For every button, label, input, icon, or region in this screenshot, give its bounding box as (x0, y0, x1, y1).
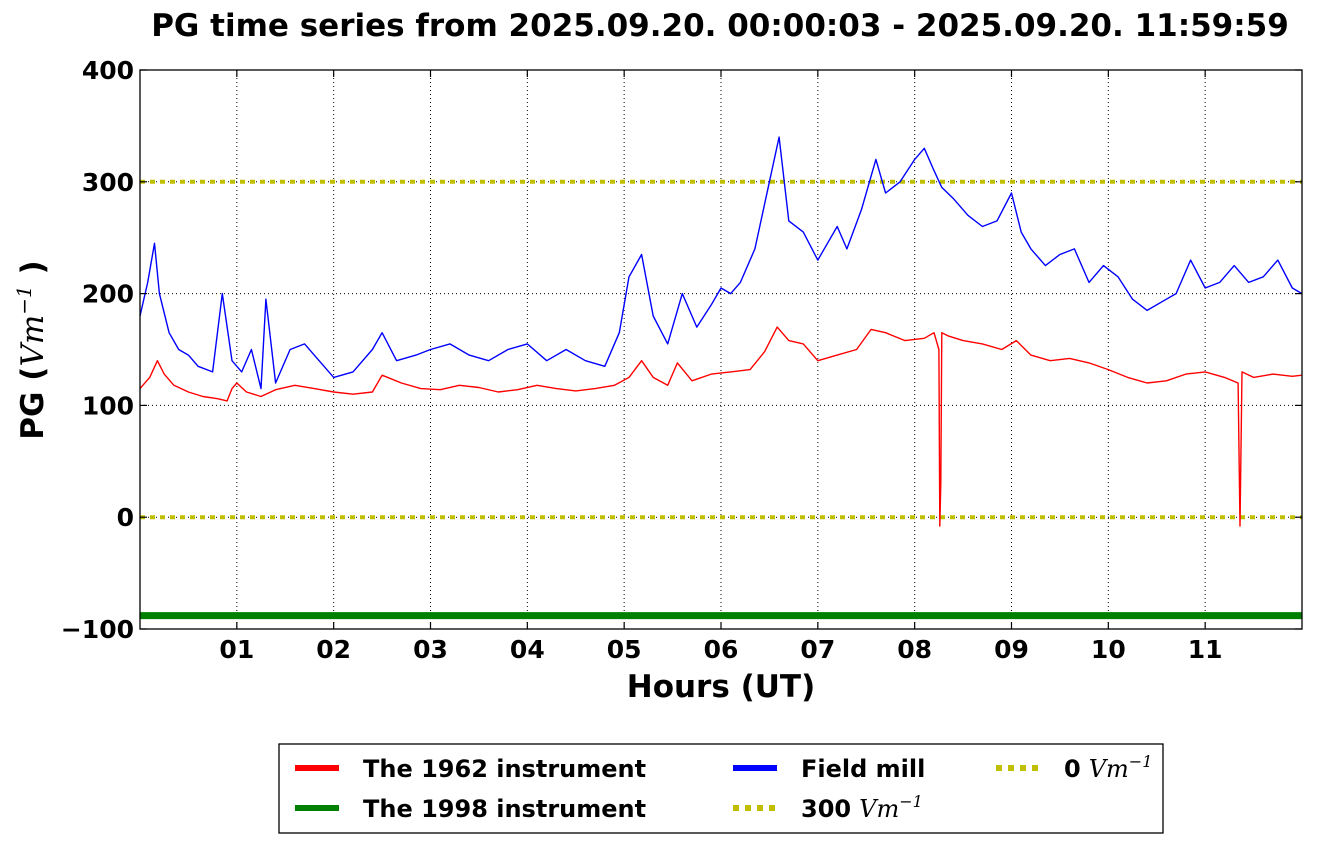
series-lines (139, 136, 1303, 620)
x-tick-label-11: 11 (1188, 635, 1223, 664)
chart-title: PG time series from 2025.09.20. 00:00:03… (151, 8, 1289, 44)
legend-label-4: 0 Vm−1 (1064, 752, 1152, 783)
legend-label-1: The 1998 instrument (363, 795, 646, 823)
x-tick-label-01: 01 (219, 635, 254, 664)
y-tick-label-0: 0 (117, 503, 134, 532)
x-tick-label-07: 07 (800, 635, 835, 664)
x-axis-ticks: 01 02 03 04 05 06 07 08 09 10 11 (219, 70, 1223, 664)
series-line-field-mill (139, 136, 1303, 390)
reference-lines (140, 179, 1302, 520)
x-tick-label-10: 10 (1091, 635, 1126, 664)
y-tick-label-400: 400 (82, 56, 134, 85)
x-axis-label: Hours (UT) (627, 669, 816, 705)
plot-area-frame (139, 69, 1303, 630)
x-tick-label-02: 02 (316, 635, 351, 664)
x-tick-label-08: 08 (897, 635, 932, 664)
y-tick-label-100: 100 (82, 391, 134, 420)
y-tick-label-300: 300 (82, 168, 134, 197)
legend-label-3: 300 Vm−1 (801, 792, 923, 823)
legend-label-0: The 1962 instrument (363, 755, 646, 783)
x-tick-label-03: 03 (413, 635, 448, 664)
series-line-the-1962-instrument (139, 326, 1303, 527)
y-tick-label--100: −100 (61, 615, 134, 644)
y-axis-ticks: −100 0 100 200 300 400 (61, 56, 1302, 644)
legend-box (278, 743, 1164, 834)
x-tick-label-06: 06 (704, 635, 739, 664)
grid (140, 70, 1302, 629)
x-tick-label-05: 05 (607, 635, 642, 664)
y-tick-label-200: 200 (82, 280, 134, 309)
x-tick-label-04: 04 (510, 635, 545, 664)
x-tick-label-09: 09 (994, 635, 1029, 664)
y-axis-label: PG (Vm−1 ) (12, 260, 51, 439)
legend: The 1962 instrument The 1998 instrument Fi… (278, 743, 1164, 834)
legend-label-2: Field mill (801, 755, 925, 783)
